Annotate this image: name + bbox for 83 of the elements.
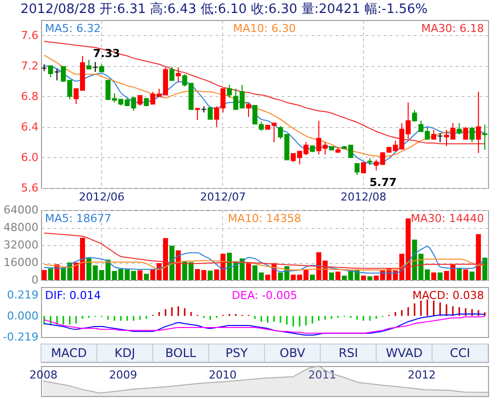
y-tick-label: 0.219: [7, 288, 38, 302]
bar: [48, 268, 54, 280]
line-series: [44, 246, 486, 274]
candlestick: [226, 84, 232, 98]
y-tick-label: 0.000: [7, 309, 38, 322]
candlestick: [176, 66, 181, 82]
x-tick-label: 2011: [308, 368, 336, 382]
bar: [137, 270, 142, 280]
line-series: [44, 258, 486, 271]
candlestick: [456, 122, 462, 136]
x-tick-label: 2012/07: [200, 190, 246, 204]
candlestick: [92, 62, 98, 72]
text: DEA: -0.005: [232, 289, 298, 302]
text: RSI: [338, 346, 358, 360]
text: MA5: 18677: [45, 212, 112, 225]
candlestick: [463, 126, 468, 140]
text: MA5: 6.32: [45, 22, 101, 35]
bar: [246, 263, 252, 280]
chart-title: 2012/08/28 开:6.31 高:6.43 低:6.10 收:6.30 量:20421 幅:-1.56%: [20, 1, 428, 17]
candlestick: [354, 163, 360, 176]
candlestick: [169, 66, 174, 81]
y-tick-label: 5.6: [21, 182, 38, 194]
y-tick-label: 16000: [4, 256, 38, 269]
candlestick: [194, 107, 200, 121]
text: MA10: 6.30: [233, 22, 296, 35]
x-tick-label: 2009: [109, 368, 138, 382]
candlestick: [48, 65, 54, 78]
candlestick: [476, 91, 481, 154]
candlestick: [431, 129, 436, 140]
text: KDJ: [114, 346, 136, 360]
y-tick-label: 7.6: [21, 28, 38, 42]
text: BOLL: [165, 346, 196, 360]
candlestick: [137, 95, 142, 106]
x-tick-label: 2008: [29, 368, 58, 382]
bar: [144, 274, 149, 280]
y-tick-label: 64000: [4, 204, 38, 216]
text: WVAD: [386, 346, 423, 360]
bar: [463, 269, 468, 280]
bar: [360, 276, 366, 280]
candlestick: [470, 126, 475, 143]
bar: [470, 272, 475, 280]
bar: [431, 272, 436, 280]
y-tick-label: 48000: [4, 221, 38, 234]
text: PSY: [225, 346, 248, 360]
y-tick-label: 0: [32, 274, 38, 286]
y-tick-label: -0.219: [3, 330, 38, 344]
bar: [329, 272, 334, 280]
y-tick-label: 6.0: [21, 150, 38, 164]
line-series: [44, 232, 486, 269]
x-tick-label: 2010: [208, 368, 237, 382]
text: MA30: 6.18: [421, 22, 484, 35]
text: MA10: 14358: [228, 212, 302, 225]
bar: [476, 234, 481, 280]
x-tick-label: 2012: [408, 368, 436, 382]
y-tick-label: 7.2: [21, 59, 38, 72]
y-tick-label: 6.8: [21, 90, 38, 103]
text: CCI: [450, 346, 470, 360]
series-label: DIF: 0.014: [45, 289, 101, 302]
annotation: 5.77: [370, 176, 397, 190]
candlestick: [360, 162, 366, 174]
annotation: 7.33: [92, 46, 120, 60]
bar: [335, 272, 340, 280]
bar: [169, 246, 174, 280]
text: OBV: [280, 346, 306, 360]
bar: [367, 276, 372, 280]
y-tick-label: 32000: [4, 238, 38, 252]
x-tick-label: 2012/08: [340, 190, 386, 204]
x-tick-label: 2012/06: [78, 190, 125, 204]
bar: [208, 270, 213, 280]
bar: [310, 274, 315, 280]
y-tick-label: 6.4: [21, 120, 38, 134]
bar: [482, 258, 488, 280]
bar: [42, 270, 47, 280]
text: MACD: [50, 346, 87, 360]
candlestick: [86, 59, 92, 70]
bar: [176, 250, 181, 280]
candlestick: [246, 102, 252, 118]
text: MA30: 14440: [410, 212, 484, 225]
candlestick: [482, 124, 488, 150]
bar: [438, 272, 443, 280]
series-label: MACD: 0.038: [412, 289, 484, 302]
bar: [456, 268, 462, 280]
candlestick: [208, 106, 213, 120]
